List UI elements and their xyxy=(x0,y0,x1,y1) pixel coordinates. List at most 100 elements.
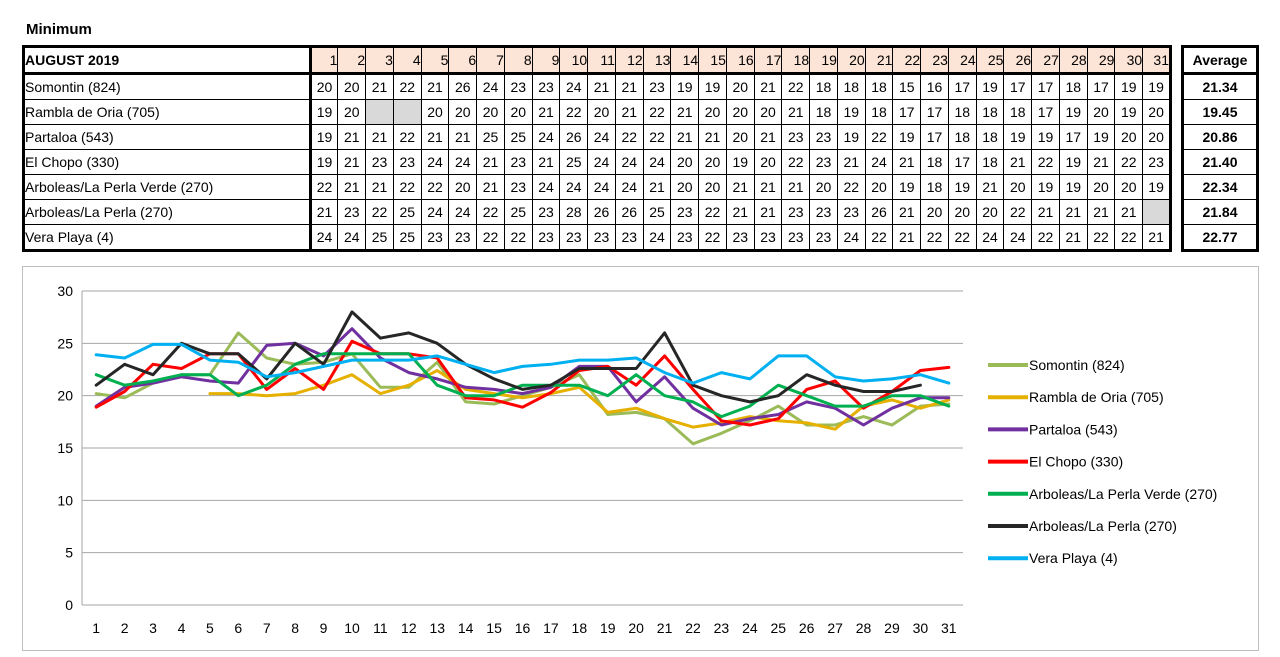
value-cell: 23 xyxy=(420,224,450,251)
day-header: 28 xyxy=(1058,46,1088,75)
value-cell: 22 xyxy=(781,149,811,175)
table-row: Arboleas/La Perla Verde (270) 22 21 21 22 22 2… xyxy=(23,174,1171,200)
value-cell: 22 xyxy=(1031,224,1060,251)
value-cell: 22 xyxy=(698,224,727,251)
value-cell: 19 xyxy=(309,124,339,150)
value-cell: 20 xyxy=(1142,124,1171,150)
x-tick-label: 27 xyxy=(827,620,843,636)
value-cell: 22 xyxy=(392,174,422,200)
value-cell: 18 xyxy=(920,174,949,200)
value-cell: 18 xyxy=(809,73,838,100)
value-cell: 23 xyxy=(587,224,616,251)
day-header: 13 xyxy=(642,46,672,75)
x-tick-label: 8 xyxy=(291,620,299,636)
value-cell: 21 xyxy=(670,124,700,150)
value-cell: 21 xyxy=(892,149,922,175)
value-cell: 24 xyxy=(559,73,589,100)
value-cell: 20 xyxy=(725,99,755,125)
average-row: 21.34 xyxy=(1182,73,1258,100)
value-cell: 23 xyxy=(781,199,811,225)
y-tick-label: 5 xyxy=(65,545,73,561)
value-cell: 22 xyxy=(559,99,589,125)
value-cell: 26 xyxy=(614,199,644,225)
value-cell: 20 xyxy=(1086,174,1116,200)
value-cell: 17 xyxy=(1003,73,1033,100)
value-cell: 23 xyxy=(781,124,811,150)
x-tick-label: 11 xyxy=(373,620,388,636)
value-cell: 20 xyxy=(670,174,700,200)
value-cell: 20 xyxy=(503,99,533,125)
x-tick-label: 4 xyxy=(178,620,186,636)
x-tick-label: 1 xyxy=(92,620,100,636)
value-cell: 21 xyxy=(337,149,367,175)
value-cell: 20 xyxy=(309,73,339,100)
value-cell: 17 xyxy=(1031,99,1060,125)
value-cell: 21 xyxy=(420,124,450,150)
value-cell: 23 xyxy=(531,73,561,100)
legend-label: Arboleas/La Perla (270) xyxy=(1029,518,1177,534)
average-value: 21.40 xyxy=(1182,149,1258,175)
x-tick-label: 14 xyxy=(458,620,474,636)
day-header: 21 xyxy=(864,46,894,75)
temperature-table: AUGUST 2019 1 2 3 4 5 6 7 8 9 10 11 12 13 14 15 16 17 18 19… xyxy=(22,45,1172,252)
average-row: 21.84 xyxy=(1182,199,1258,225)
value-cell: 21 xyxy=(753,199,783,225)
value-cell: 20 xyxy=(725,124,755,150)
value-cell: 22 xyxy=(920,224,949,251)
value-cell: 21 xyxy=(365,174,394,200)
value-cell: 18 xyxy=(864,73,894,100)
value-cell: 23 xyxy=(809,199,838,225)
x-tick-label: 2 xyxy=(121,620,129,636)
value-cell: 22 xyxy=(864,124,894,150)
day-header: 3 xyxy=(365,46,394,75)
value-cell: 19 xyxy=(892,124,922,150)
value-cell: 23 xyxy=(809,224,838,251)
value-cell: 23 xyxy=(781,224,811,251)
value-cell: 21 xyxy=(365,73,394,100)
value-cell: 22 xyxy=(781,73,811,100)
value-cell: 20 xyxy=(1142,99,1171,125)
x-tick-label: 13 xyxy=(429,620,445,636)
value-cell: 23 xyxy=(503,149,533,175)
day-header: 15 xyxy=(698,46,727,75)
series-line xyxy=(94,331,951,446)
value-cell: 21 xyxy=(1142,224,1171,251)
legend-label: El Chopo (330) xyxy=(1029,454,1123,470)
value-cell: 19 xyxy=(1114,73,1144,100)
value-cell: 23 xyxy=(809,124,838,150)
station-name: El Chopo (330) xyxy=(23,149,312,175)
table-header-label: AUGUST 2019 xyxy=(23,46,312,75)
x-tick-label: 31 xyxy=(941,620,957,636)
value-cell: 23 xyxy=(559,224,589,251)
value-cell: 23 xyxy=(503,73,533,100)
station-name: Partaloa (543) xyxy=(23,124,312,150)
value-cell: 24 xyxy=(864,149,894,175)
value-cell: 19 xyxy=(1142,174,1171,200)
value-cell: 22 xyxy=(503,224,533,251)
value-cell: 22 xyxy=(1114,149,1144,175)
value-cell: 26 xyxy=(587,199,616,225)
day-header: 18 xyxy=(781,46,811,75)
value-cell: 24 xyxy=(587,174,616,200)
x-tick-label: 30 xyxy=(913,620,929,636)
day-header: 24 xyxy=(947,46,977,75)
value-cell: 22 xyxy=(1003,199,1033,225)
value-cell: 25 xyxy=(365,224,394,251)
value-cell: 20 xyxy=(698,174,727,200)
value-cell: 24 xyxy=(531,174,561,200)
value-cell: 24 xyxy=(836,224,866,251)
value-cell: 18 xyxy=(947,124,977,150)
value-cell: 21 xyxy=(448,124,478,150)
value-cell: 23 xyxy=(836,199,866,225)
value-cell: 21 xyxy=(836,149,866,175)
value-cell: 18 xyxy=(920,149,949,175)
value-cell: 21 xyxy=(476,174,505,200)
value-cell: 23 xyxy=(642,73,672,100)
day-header: 26 xyxy=(1003,46,1033,75)
value-cell: 20 xyxy=(725,73,755,100)
table-header-row: AUGUST 2019 1 2 3 4 5 6 7 8 9 10 11 12 13 14 15 16 17 18 19… xyxy=(23,46,1171,75)
day-header: 17 xyxy=(753,46,783,75)
value-cell: 26 xyxy=(559,124,589,150)
value-cell: 22 xyxy=(836,174,866,200)
